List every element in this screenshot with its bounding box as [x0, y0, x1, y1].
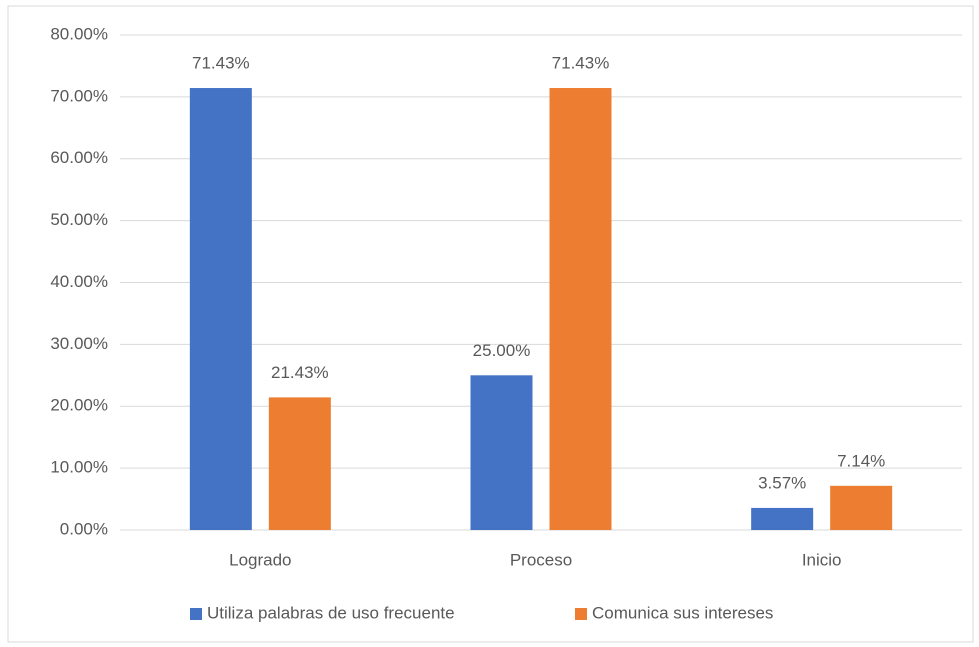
bar	[470, 375, 533, 530]
y-tick-label: 70.00%	[50, 86, 108, 105]
data-label: 21.43%	[271, 363, 329, 382]
bar	[189, 88, 252, 530]
y-tick-label: 80.00%	[50, 24, 108, 43]
data-label: 25.00%	[473, 341, 531, 360]
y-tick-label: 0.00%	[60, 519, 108, 538]
y-tick-label: 60.00%	[50, 148, 108, 167]
y-tick-label: 30.00%	[50, 334, 108, 353]
legend-swatch	[575, 608, 587, 620]
data-label: 71.43%	[552, 54, 610, 73]
legend-label: Comunica sus intereses	[592, 603, 773, 622]
y-tick-label: 40.00%	[50, 272, 108, 291]
y-tick-label: 10.00%	[50, 458, 108, 477]
data-label: 71.43%	[192, 54, 250, 73]
x-tick-label: Proceso	[510, 550, 572, 569]
y-tick-label: 20.00%	[50, 396, 108, 415]
data-label: 3.57%	[758, 473, 806, 492]
data-label: 7.14%	[837, 451, 885, 470]
bar	[268, 397, 331, 530]
chart-frame	[7, 5, 974, 643]
x-tick-label: Logrado	[229, 550, 291, 569]
bar	[751, 507, 814, 530]
legend-label: Utiliza palabras de uso frecuente	[207, 603, 455, 622]
y-tick-label: 50.00%	[50, 210, 108, 229]
legend-swatch	[190, 608, 202, 620]
x-tick-label: Inicio	[802, 550, 842, 569]
bar	[549, 88, 612, 530]
bar	[830, 485, 893, 530]
